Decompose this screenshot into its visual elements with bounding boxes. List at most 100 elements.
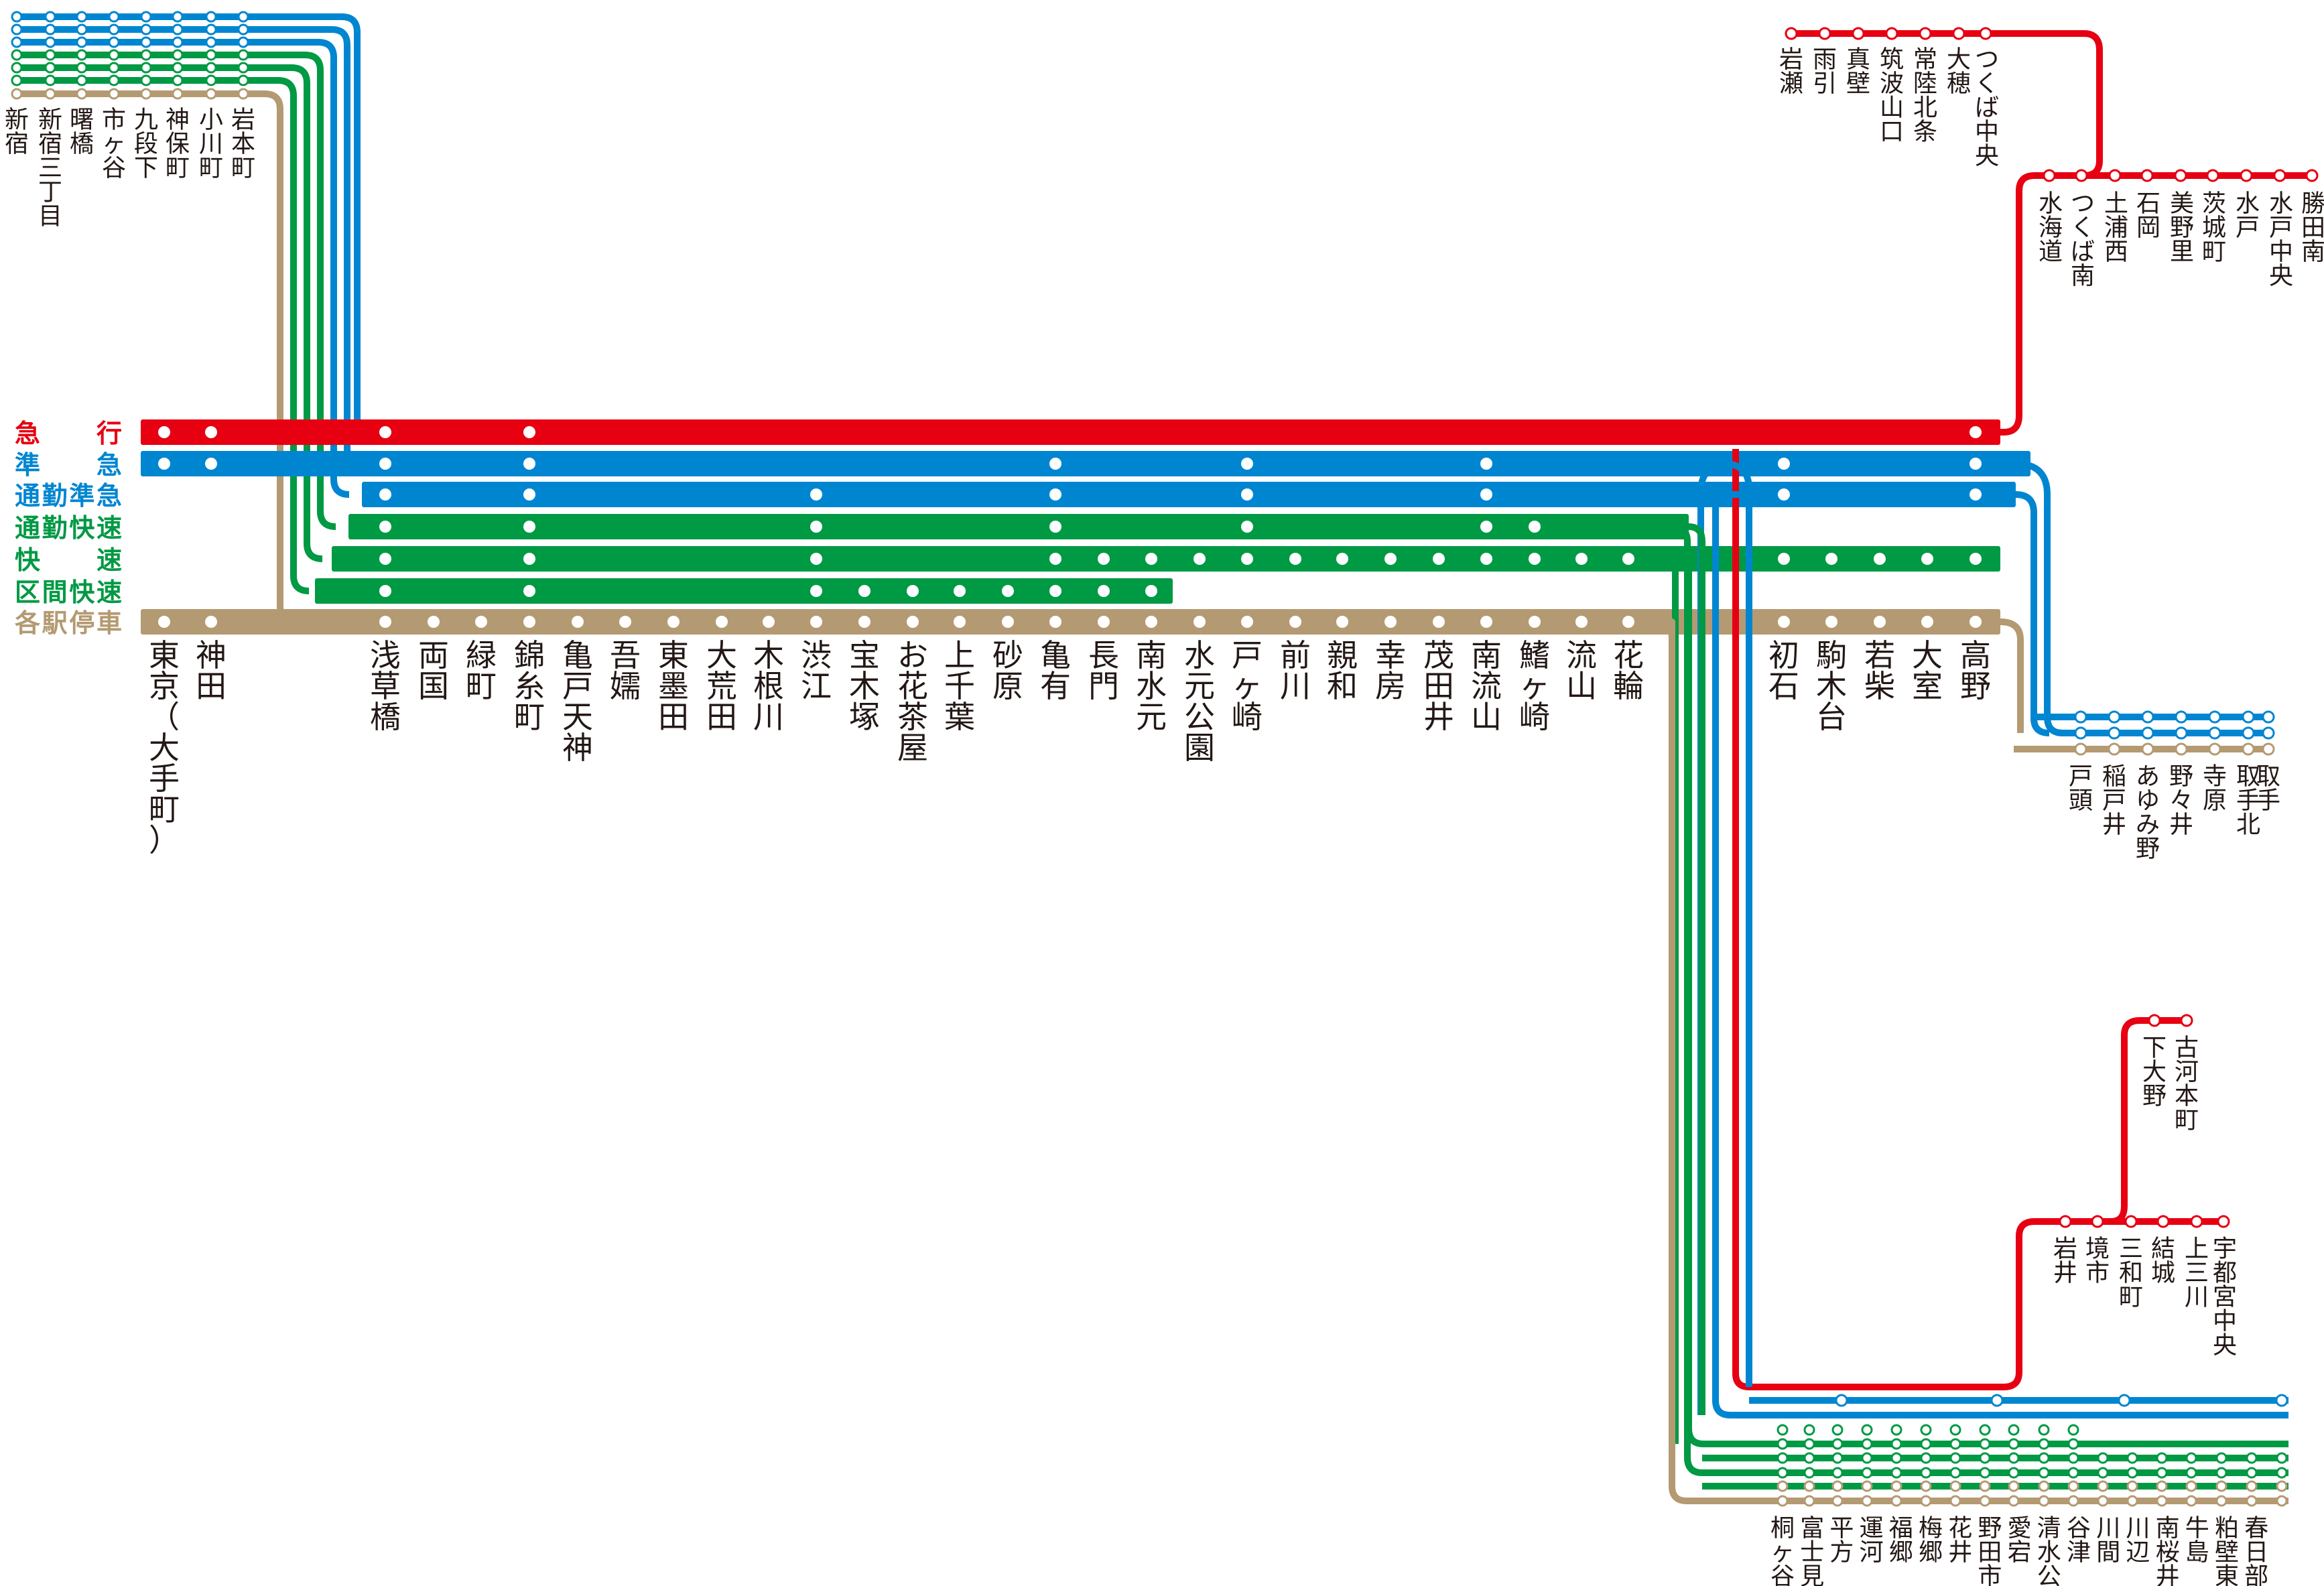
station-dot xyxy=(1384,553,1397,565)
station-dot xyxy=(1778,458,1790,470)
station-name: 真壁 xyxy=(1846,46,1870,98)
kasukabe-dot xyxy=(1920,1480,1932,1492)
kasukabe-dot xyxy=(2067,1438,2079,1450)
station-dot xyxy=(1778,616,1790,628)
station-dot xyxy=(1098,553,1110,565)
station-dot xyxy=(1970,553,1982,565)
toride-dot xyxy=(2108,742,2121,756)
station-name: 粕壁東 xyxy=(2215,1515,2239,1586)
tsukuba-branch-dot xyxy=(1979,27,1992,40)
kasukabe-dot xyxy=(2008,1424,2020,1436)
station-dot xyxy=(1921,616,1933,628)
rapid-utsunomiya-line xyxy=(1732,449,2228,1390)
station-dot xyxy=(1480,521,1492,533)
station-dot xyxy=(379,488,391,501)
station-dot xyxy=(1480,616,1492,628)
station-dot xyxy=(1336,616,1348,628)
station-dot xyxy=(475,616,487,628)
kasukabe-dot xyxy=(2185,1452,2197,1464)
station-dot xyxy=(1241,553,1253,565)
tsukuba-branch-dot xyxy=(1885,27,1898,40)
station-name: 富士見台 xyxy=(1800,1515,1824,1586)
approach-dot xyxy=(140,11,152,23)
toride-dot xyxy=(2208,742,2221,756)
approach-dot xyxy=(205,11,217,23)
station-name: 三和町 xyxy=(2119,1236,2143,1311)
approach-dot xyxy=(44,49,56,61)
kasukabe-dot xyxy=(1831,1438,1844,1450)
station-dot xyxy=(572,616,584,628)
kasukabe-dot xyxy=(2008,1480,2020,1492)
station-dot xyxy=(379,616,391,628)
station-dot xyxy=(810,585,822,597)
station-name: 宝木塚 xyxy=(849,637,880,735)
kasukabe-dot xyxy=(1890,1480,1902,1492)
express-kasukabe-link xyxy=(1672,555,1689,1444)
station-name: 筑波山口 xyxy=(1880,46,1904,146)
station-name: 東京（大手町） xyxy=(149,637,180,858)
kasukabe-dot xyxy=(2067,1495,2079,1507)
station-dot xyxy=(1970,488,1982,501)
approach-dot xyxy=(172,11,184,23)
approach-dot xyxy=(237,11,249,23)
station-name: 雨引 xyxy=(1813,46,1837,98)
station-dot xyxy=(1098,585,1110,597)
kasukabe-dot xyxy=(2276,1480,2288,1492)
kasukabe-dot xyxy=(2008,1467,2020,1479)
kasukabe-dot xyxy=(2038,1467,2050,1479)
kasukabe-dot xyxy=(1803,1452,1815,1464)
toride-dot xyxy=(2242,710,2255,724)
approach-dot xyxy=(140,74,152,86)
express-kasukabe-line2 xyxy=(1671,523,2288,1476)
kasukabe-dot xyxy=(1861,1452,1873,1464)
local-toride-link xyxy=(2000,618,2024,733)
approach-dot xyxy=(76,88,88,100)
kasukabe-dot xyxy=(2126,1452,2138,1464)
local-kasukabe-line xyxy=(1662,618,2288,1504)
mito-branch-dot xyxy=(2174,169,2187,182)
kasukabe-dot xyxy=(1890,1424,1902,1436)
approach-dot xyxy=(44,23,56,36)
kasukabe-dot xyxy=(2067,1467,2079,1479)
station-name: 親和 xyxy=(1327,637,1358,704)
station-dot xyxy=(523,521,535,533)
station-name: 高野 xyxy=(1960,637,1991,704)
station-name: 運河 xyxy=(1860,1515,1884,1567)
section-express-approach-line xyxy=(13,77,310,594)
commuter-semi-approach-line xyxy=(13,39,350,498)
approach-dot xyxy=(140,49,152,61)
station-name: 水元公園 xyxy=(1184,637,1215,766)
station-dot xyxy=(1241,616,1253,628)
kasukabe-dot xyxy=(2276,1467,2288,1479)
utsunomiya-dot xyxy=(2091,1215,2104,1228)
station-dot xyxy=(1825,553,1837,565)
kasukabe-dot xyxy=(2246,1467,2258,1479)
kasukabe-dot xyxy=(1777,1480,1789,1492)
kasukabe-dot xyxy=(1831,1424,1844,1436)
tsukuba-branch-dot xyxy=(1952,27,1965,40)
kasukabe-dot xyxy=(1861,1495,1873,1507)
station-dot xyxy=(810,553,822,565)
approach-dot xyxy=(11,88,23,100)
kasukabe-dot xyxy=(2215,1467,2228,1479)
approach-dot xyxy=(44,62,56,74)
station-dot xyxy=(1622,553,1634,565)
kasukabe-dot xyxy=(2215,1495,2228,1507)
kasukabe-dot xyxy=(2276,1495,2288,1507)
kasukabe-dot xyxy=(1949,1452,1961,1464)
approach-dot xyxy=(172,36,184,48)
kasukabe-dot xyxy=(2156,1480,2168,1492)
station-dot xyxy=(1002,585,1014,597)
station-dot xyxy=(954,585,966,597)
kasukabe-dot xyxy=(1949,1467,1961,1479)
approach-dot xyxy=(76,74,88,86)
kasukabe-dot xyxy=(1803,1467,1815,1479)
approach-dot xyxy=(76,62,88,74)
kasukabe-dot xyxy=(1803,1495,1815,1507)
station-name: 牛島 xyxy=(2185,1515,2209,1567)
local-line xyxy=(141,609,2000,635)
approach-dot xyxy=(108,36,120,48)
station-dot xyxy=(205,616,217,628)
